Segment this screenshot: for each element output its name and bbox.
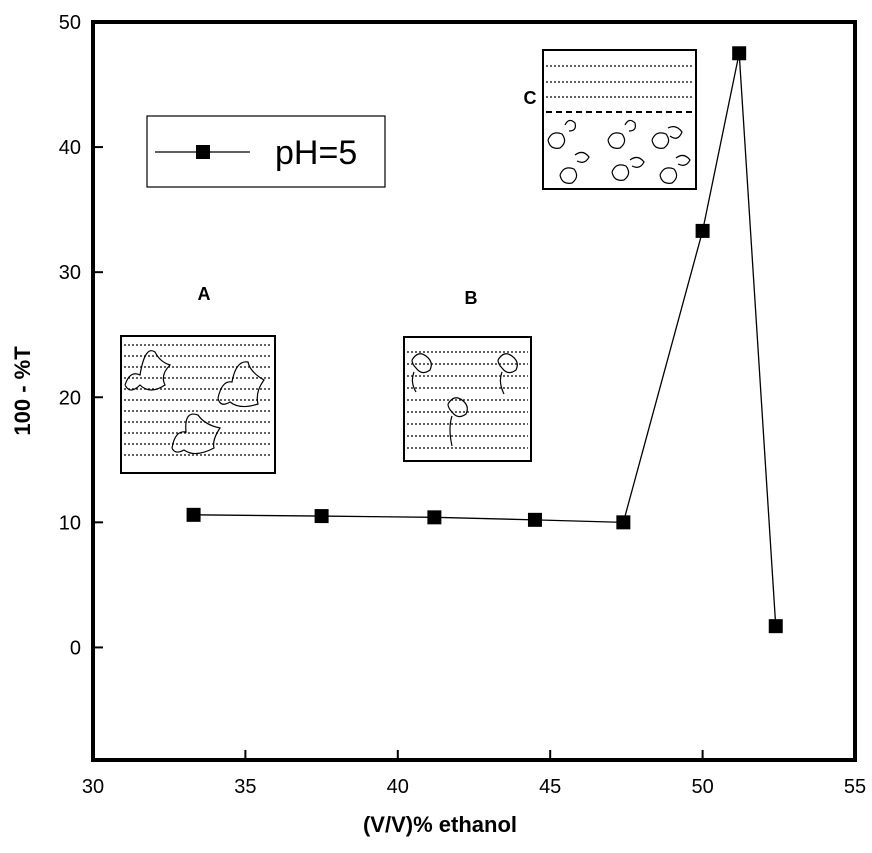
y-tick-label: 20 xyxy=(59,387,81,409)
inset-b xyxy=(403,336,532,462)
x-tick-label: 55 xyxy=(844,776,866,798)
inset-a xyxy=(120,335,276,474)
x-tick-label: 30 xyxy=(82,776,104,798)
plot-frame xyxy=(91,20,857,762)
x-tick-label: 35 xyxy=(234,776,256,798)
x-tick-label: 45 xyxy=(539,776,561,798)
data-point xyxy=(314,509,329,524)
legend-label: pH=5 xyxy=(275,134,357,172)
data-point xyxy=(186,507,201,522)
annotation: B xyxy=(465,288,478,308)
inset-c xyxy=(542,49,697,190)
data-point xyxy=(616,515,631,530)
data-point xyxy=(427,510,442,525)
y-tick-label: 0 xyxy=(70,637,81,659)
annotation: C xyxy=(524,88,537,108)
y-tick-label: 40 xyxy=(59,137,81,159)
annotation: A xyxy=(198,284,211,304)
y-axis-label: 100 - %T xyxy=(10,346,35,436)
y-tick-label: 10 xyxy=(59,512,81,534)
x-axis-label: (V/V)% ethanol xyxy=(363,812,517,837)
data-point xyxy=(732,46,747,61)
x-tick-label: 40 xyxy=(387,776,409,798)
y-tick-label: 50 xyxy=(59,12,81,34)
data-point xyxy=(695,223,710,238)
legend-marker xyxy=(196,145,210,159)
y-tick-label: 30 xyxy=(59,262,81,284)
data-point xyxy=(527,512,542,527)
data-line xyxy=(193,53,777,627)
data-point xyxy=(768,619,783,634)
x-tick-label: 50 xyxy=(691,776,713,798)
